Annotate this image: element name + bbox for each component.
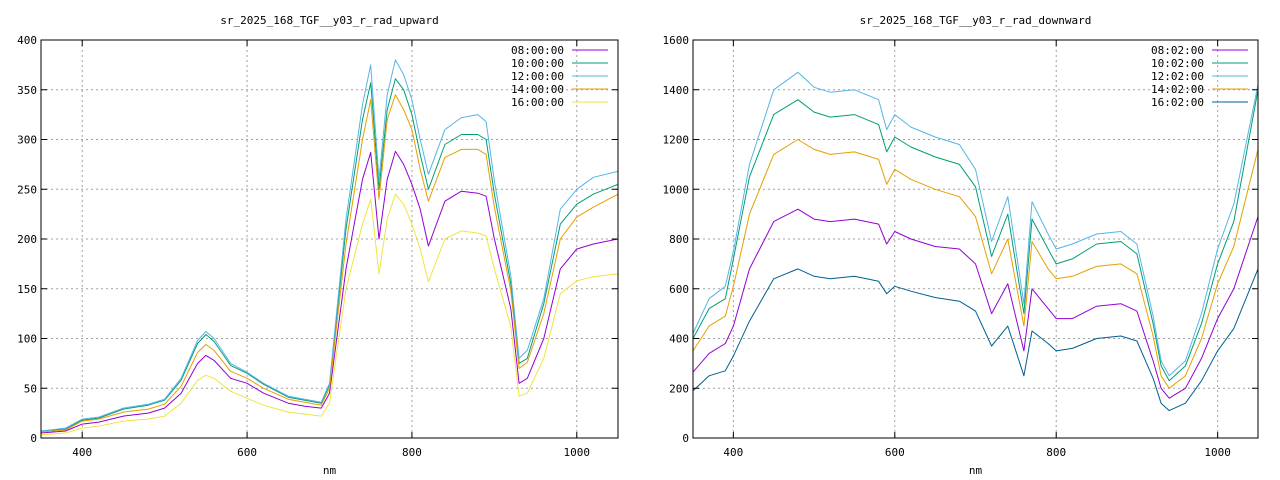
downward-series-line-3 [693,71,1258,377]
downward-grid [693,40,1258,438]
upward-series-line-3 [41,59,618,432]
downward-series-line-4 [693,139,1258,389]
upward-series-group [41,59,618,436]
downward-radiance-plot: sr_2025_168_TGF__y03_r_rad_downward 400 60… [663,14,1259,477]
upward-y-tick-label: 50 [24,382,37,395]
downward-y-tick-label: 400 [669,333,689,346]
upward-radiance-chart: sr_2025_168_TGF__y03_r_rad_upward 400 600 8… [17,14,619,477]
upward-legend-label-3: 12:00:00 [511,70,564,83]
upward-y-tick-label: 100 [17,333,37,346]
upward-legend-label-4: 14:00:00 [511,83,564,96]
upward-x-axis-label: nm [323,464,337,477]
downward-chart-title: sr_2025_168_TGF__y03_r_rad_downward [860,14,1092,27]
downward-legend-label-3: 12:02:00 [1151,70,1204,83]
upward-series-line-4 [41,94,618,433]
downward-series-group [693,71,1258,412]
upward-grid [41,40,618,438]
upward-y-tick-label: 350 [17,84,37,97]
upward-series-line-2 [41,78,618,432]
downward-radiance-chart: sr_2025_168_TGF__y03_r_rad_downward 400 60… [640,0,1280,480]
downward-y-tick-label: 1000 [663,183,690,196]
upward-radiance-plot: sr_2025_168_TGF__y03_r_rad_upward 400 600 8… [17,14,619,477]
upward-x-tick-label: 400 [72,446,92,459]
upward-legend-label-2: 10:00:00 [511,57,564,70]
upward-series-line-5 [41,193,618,436]
upward-y-tick-label: 0 [30,432,37,445]
upward-y-tick-label: 150 [17,283,37,296]
downward-legend-label-5: 16:02:00 [1151,96,1204,109]
downward-legend-label-1: 08:02:00 [1151,44,1204,57]
downward-x-tick-label: 400 [723,446,743,459]
downward-series-line-1 [693,208,1258,399]
downward-series-line-5 [693,268,1258,412]
upward-chart-title: sr_2025_168_TGF__y03_r_rad_upward [220,14,439,27]
upward-legend-label-5: 16:00:00 [511,96,564,109]
upward-y-tick-label: 400 [17,34,37,47]
downward-y-tick-label: 600 [669,283,689,296]
upward-y-tick-label: 250 [17,183,37,196]
downward-y-tick-label: 1600 [663,34,690,47]
downward-x-axis-label: nm [969,464,983,477]
upward-x-tick-label: 1000 [564,446,591,459]
downward-x-tick-label: 800 [1046,446,1066,459]
downward-y-tick-label: 0 [682,432,689,445]
downward-y-tick-label: 1200 [663,134,690,147]
downward-x-tick-label: 600 [885,446,905,459]
downward-x-tick-label: 1000 [1204,446,1231,459]
downward-legend-label-2: 10:02:00 [1151,57,1204,70]
upward-series-line-1 [41,150,618,434]
downward-y-tick-label: 800 [669,233,689,246]
downward-series-line-2 [693,89,1258,382]
downward-y-tick-label: 200 [669,382,689,395]
downward-legend-label-4: 14:02:00 [1151,83,1204,96]
upward-legend-label-1: 08:00:00 [511,44,564,57]
upward-y-tick-label: 200 [17,233,37,246]
upward-x-tick-label: 600 [237,446,257,459]
downward-y-tick-label: 1400 [663,84,690,97]
upward-y-tick-label: 300 [17,134,37,147]
upward-x-tick-label: 800 [402,446,422,459]
